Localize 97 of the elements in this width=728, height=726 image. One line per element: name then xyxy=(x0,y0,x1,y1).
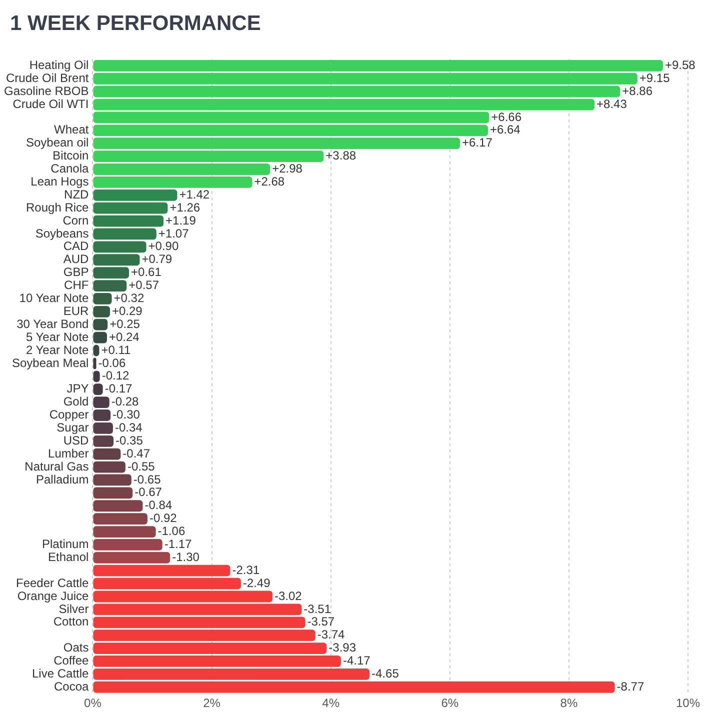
data-label: +6.17 xyxy=(462,136,493,150)
data-label: -0.55 xyxy=(127,459,156,474)
y-tick-label: EUR xyxy=(63,304,90,318)
y-tick-label: Coffee xyxy=(54,654,90,668)
data-label: -1.06 xyxy=(158,524,186,538)
data-label: +0.90 xyxy=(148,239,179,254)
data-label: -4.65 xyxy=(372,666,400,680)
y-tick-label: Cocoa xyxy=(54,679,90,694)
data-label: +0.61 xyxy=(131,265,162,280)
y-tick-label: Oats xyxy=(63,640,89,655)
data-label: +3.88 xyxy=(326,148,356,163)
data-label: +0.79 xyxy=(142,252,172,266)
x-tick-label: 2% xyxy=(203,696,221,710)
data-label: -0.28 xyxy=(111,394,140,409)
data-label: -0.47 xyxy=(122,446,150,460)
y-tick-label: Lumber xyxy=(48,446,89,460)
y-tick-label: Silver xyxy=(58,602,89,616)
y-tick-label: Cotton xyxy=(53,614,89,629)
x-tick-label: 4% xyxy=(322,696,340,710)
data-label: +6.66 xyxy=(491,110,522,124)
y-tick-label: 30 Year Bond xyxy=(16,316,89,331)
data-label: -3.51 xyxy=(304,602,332,616)
y-tick-label: Copper xyxy=(49,408,89,422)
data-label: -3.57 xyxy=(307,614,335,629)
data-label: +1.26 xyxy=(170,200,200,214)
data-label: +1.42 xyxy=(179,187,210,202)
x-tick-label: 6% xyxy=(441,696,459,710)
y-tick-label: USD xyxy=(63,433,90,448)
data-label: +6.64 xyxy=(490,122,521,137)
y-tick-label: Gold xyxy=(63,394,89,409)
data-label: +0.24 xyxy=(108,330,140,344)
y-tick-label: Platinum xyxy=(42,537,89,552)
data-label: +8.43 xyxy=(596,96,628,111)
data-label: -0.06 xyxy=(98,356,126,370)
data-label: -3.74 xyxy=(317,628,346,642)
y-tick-label: Crude Oil Brent xyxy=(6,70,90,85)
x-tick-label: 0% xyxy=(84,696,102,710)
data-label: -4.17 xyxy=(342,654,371,668)
y-tick-label: Wheat xyxy=(54,122,90,137)
data-label: +1.19 xyxy=(166,213,196,228)
data-label: -0.65 xyxy=(133,472,162,486)
data-label: +0.57 xyxy=(128,278,160,292)
data-label: -3.93 xyxy=(328,640,356,655)
data-label: -0.34 xyxy=(114,420,143,434)
y-tick-label: Bitcoin xyxy=(52,148,89,163)
data-label: +2.98 xyxy=(272,162,303,176)
x-tick-label: 10% xyxy=(676,696,700,710)
y-tick-label: Canola xyxy=(50,162,90,176)
data-label: -2.31 xyxy=(232,562,260,577)
data-label: +1.07 xyxy=(158,226,190,240)
y-tick-label: Palladium xyxy=(36,472,89,486)
data-label: -0.35 xyxy=(116,433,144,448)
data-label: -1.30 xyxy=(172,550,200,564)
data-label: -0.30 xyxy=(112,408,140,422)
y-tick-label: Orange Juice xyxy=(17,588,90,603)
data-label: -0.92 xyxy=(149,511,178,526)
y-tick-label: Lean Hogs xyxy=(30,174,89,189)
data-label: +0.29 xyxy=(112,304,143,318)
y-tick-label: Live Cattle xyxy=(32,666,90,680)
y-tick-label: Soybeans xyxy=(35,226,89,240)
y-tick-label: 10 Year Note xyxy=(19,291,90,306)
y-tick-label: Soybean Meal xyxy=(12,356,89,370)
chart-title: 1 WEEK PERFORMANCE xyxy=(10,12,261,36)
y-tick-label: Gasoline RBOB xyxy=(4,84,89,98)
y-tick-label: Sugar xyxy=(56,420,89,434)
y-tick-label: NZD xyxy=(64,187,90,202)
y-tick-label: Ethanol xyxy=(48,550,89,564)
data-label: -1.17 xyxy=(164,537,192,552)
data-label: -0.12 xyxy=(102,368,130,383)
y-tick-label: Heating Oil xyxy=(29,58,89,72)
y-tick-label: Soybean oil xyxy=(26,136,89,150)
y-tick-label: Natural Gas xyxy=(24,459,89,474)
data-label: -8.77 xyxy=(616,679,644,694)
y-tick-label: Rough Rice xyxy=(26,200,90,214)
data-label: +0.25 xyxy=(110,316,140,331)
data-label: +9.15 xyxy=(639,70,670,85)
y-tick-label: 5 Year Note xyxy=(26,330,90,344)
y-tick-label: JPY xyxy=(66,382,89,396)
data-label: -0.67 xyxy=(134,485,162,500)
y-tick-label: GBP xyxy=(63,265,89,280)
x-tick-label: 8% xyxy=(560,696,578,710)
y-tick-label: CHF xyxy=(64,278,89,292)
data-label: +9.58 xyxy=(665,58,696,72)
data-label: +2.68 xyxy=(254,174,285,189)
data-label: -2.49 xyxy=(242,576,271,590)
data-label: -0.84 xyxy=(144,498,172,512)
data-label: -3.02 xyxy=(274,588,302,603)
data-label: +0.11 xyxy=(101,342,132,357)
data-label: +8.86 xyxy=(622,84,653,98)
y-tick-label: Corn xyxy=(62,213,89,228)
data-label: -0.17 xyxy=(104,382,132,396)
y-tick-label: 2 Year Note xyxy=(26,342,90,357)
y-tick-label: Feeder Cattle xyxy=(16,576,90,590)
y-tick-label: AUD xyxy=(63,252,90,266)
data-label: +0.32 xyxy=(114,291,144,306)
y-tick-label: CAD xyxy=(63,239,90,254)
y-tick-label: Crude Oil WTI xyxy=(12,96,89,111)
